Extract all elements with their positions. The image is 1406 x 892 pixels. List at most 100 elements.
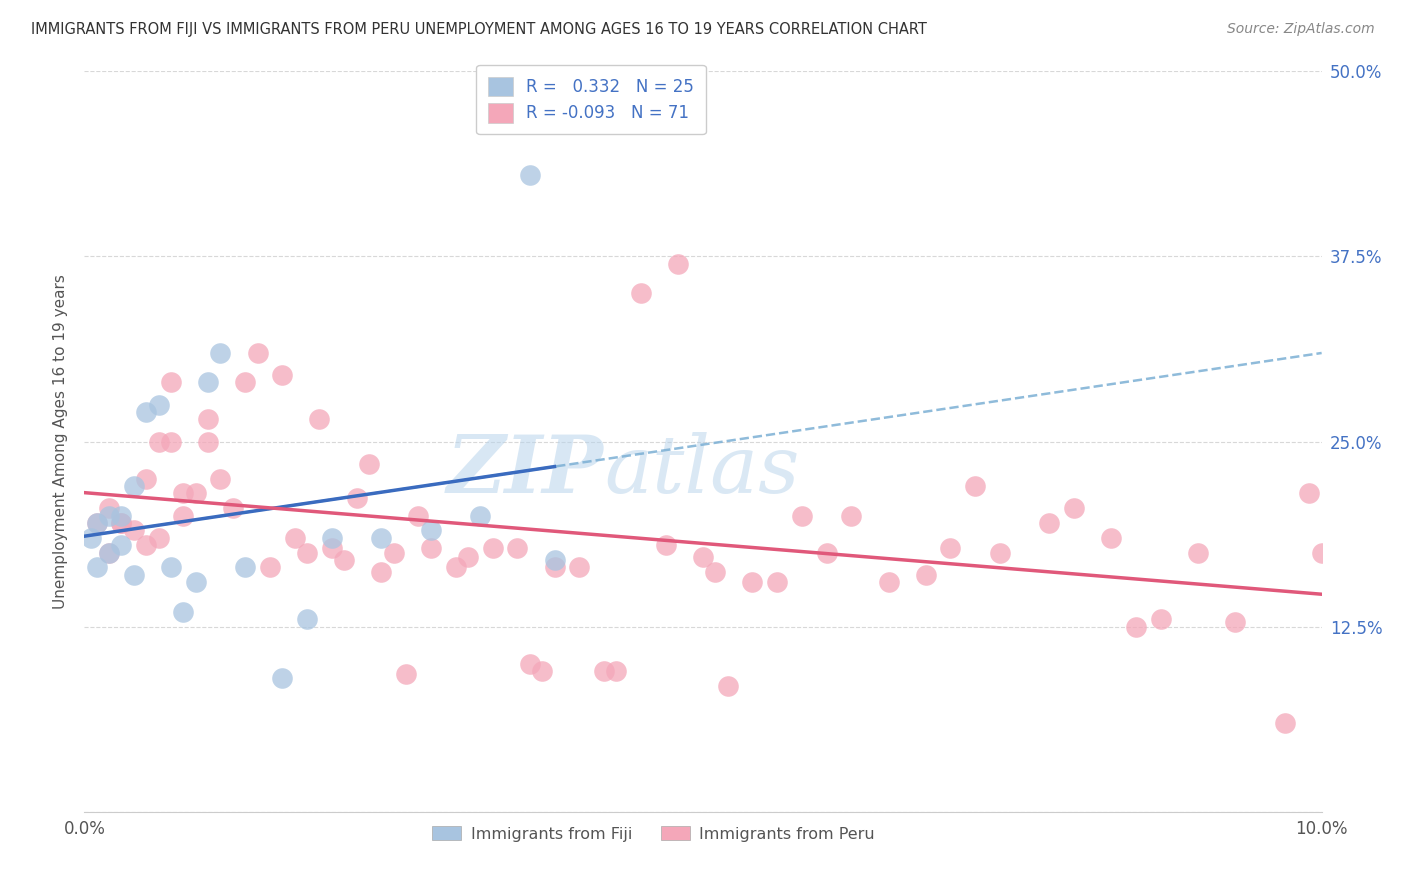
Point <box>295 612 318 626</box>
Point <box>209 471 232 485</box>
Point <box>914 567 936 582</box>
Point <box>965 479 987 493</box>
Point <box>122 567 145 582</box>
Point <box>717 679 740 693</box>
Point <box>308 412 330 426</box>
Point <box>568 560 591 574</box>
Point <box>259 560 281 574</box>
Point <box>148 434 170 449</box>
Point <box>110 516 132 530</box>
Point <box>1099 531 1122 545</box>
Point <box>543 553 565 567</box>
Point <box>148 531 170 545</box>
Point <box>197 434 219 449</box>
Point <box>271 672 294 686</box>
Point <box>382 546 405 560</box>
Point <box>408 508 430 523</box>
Point <box>160 434 183 449</box>
Point <box>98 501 121 516</box>
Point <box>357 457 380 471</box>
Point <box>457 549 479 564</box>
Point <box>988 546 1011 560</box>
Point <box>741 575 763 590</box>
Point <box>630 286 652 301</box>
Point <box>233 560 256 574</box>
Point <box>481 541 503 556</box>
Point <box>877 575 900 590</box>
Point <box>148 398 170 412</box>
Point <box>321 541 343 556</box>
Point <box>470 508 492 523</box>
Point <box>184 486 207 500</box>
Point <box>1187 546 1209 560</box>
Point <box>79 531 101 545</box>
Point <box>444 560 467 574</box>
Y-axis label: Unemployment Among Ages 16 to 19 years: Unemployment Among Ages 16 to 19 years <box>52 274 67 609</box>
Point <box>605 664 627 678</box>
Point <box>593 664 616 678</box>
Point <box>395 667 418 681</box>
Point <box>531 664 554 678</box>
Point <box>197 412 219 426</box>
Point <box>419 524 441 538</box>
Point <box>939 541 962 556</box>
Point <box>271 368 294 382</box>
Point <box>98 546 121 560</box>
Point <box>135 471 157 485</box>
Point <box>666 257 689 271</box>
Point <box>790 508 813 523</box>
Point <box>122 479 145 493</box>
Point <box>98 546 121 560</box>
Point <box>135 538 157 552</box>
Point <box>98 508 121 523</box>
Point <box>543 560 565 574</box>
Point <box>246 345 269 359</box>
Point <box>172 605 194 619</box>
Point <box>1063 501 1085 516</box>
Point <box>122 524 145 538</box>
Point <box>506 541 529 556</box>
Text: Source: ZipAtlas.com: Source: ZipAtlas.com <box>1227 22 1375 37</box>
Point <box>766 575 789 590</box>
Point <box>1298 486 1320 500</box>
Point <box>295 546 318 560</box>
Point <box>110 508 132 523</box>
Point <box>1038 516 1060 530</box>
Point <box>419 541 441 556</box>
Point <box>160 376 183 390</box>
Point <box>233 376 256 390</box>
Point <box>86 560 108 574</box>
Point <box>1223 615 1246 630</box>
Point <box>704 565 727 579</box>
Point <box>655 538 678 552</box>
Point <box>209 345 232 359</box>
Point <box>519 168 541 182</box>
Point <box>86 516 108 530</box>
Point <box>519 657 541 671</box>
Legend: Immigrants from Fiji, Immigrants from Peru: Immigrants from Fiji, Immigrants from Pe… <box>426 820 882 848</box>
Point <box>815 546 838 560</box>
Point <box>841 508 863 523</box>
Point <box>1125 619 1147 633</box>
Point <box>1310 546 1333 560</box>
Point <box>284 531 307 545</box>
Point <box>692 549 714 564</box>
Point <box>110 516 132 530</box>
Point <box>135 405 157 419</box>
Text: ZIP: ZIP <box>447 433 605 510</box>
Point <box>1274 715 1296 730</box>
Point <box>197 376 219 390</box>
Point <box>184 575 207 590</box>
Point <box>321 531 343 545</box>
Point <box>1150 612 1173 626</box>
Point <box>370 531 392 545</box>
Point <box>172 508 194 523</box>
Point <box>110 538 132 552</box>
Point <box>333 553 356 567</box>
Point <box>86 516 108 530</box>
Point <box>346 491 368 505</box>
Text: IMMIGRANTS FROM FIJI VS IMMIGRANTS FROM PERU UNEMPLOYMENT AMONG AGES 16 TO 19 YE: IMMIGRANTS FROM FIJI VS IMMIGRANTS FROM … <box>31 22 927 37</box>
Point <box>172 486 194 500</box>
Text: atlas: atlas <box>605 433 800 510</box>
Point <box>222 501 245 516</box>
